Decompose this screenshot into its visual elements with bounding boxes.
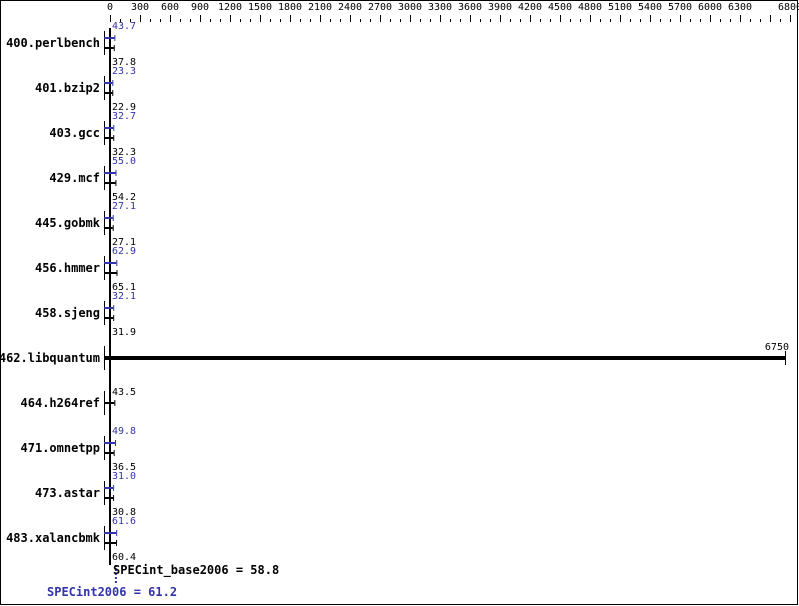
category-label: 445.gobmk [35,216,101,230]
benchmark-row: 458.sjeng 32.1 31.9 [35,291,136,338]
tick-label: 5700 [668,2,692,13]
peak-value-label: 27.1 [112,201,136,212]
benchmark-row: 456.hmmer 62.9 65.1 [35,246,136,293]
peak-value-label: 55.0 [112,156,136,167]
category-label: 429.mcf [49,171,100,185]
category-label: 464.h264ref [21,396,100,410]
tick-label: 1500 [248,2,272,13]
base-value-label: 22.9 [112,102,136,113]
category-label: 462.libquantum [0,351,100,365]
tick-label: 3600 [458,2,482,13]
tick-label: 2100 [308,2,332,13]
base-value-label: 43.5 [112,387,136,398]
category-label: 471.omnetpp [21,441,100,455]
tick-label: 3300 [428,2,452,13]
category-label: 456.hmmer [35,261,100,275]
peak-value-label: 31.0 [112,471,136,482]
tick-label: 1800 [278,2,302,13]
tick-label: 6000 [698,2,722,13]
tick-label: 3900 [488,2,512,13]
peak-value-label: 32.1 [112,291,136,302]
base-value-label: 31.9 [112,327,136,338]
tick-label: 6800 [778,2,799,13]
benchmark-row: 400.perlbench 43.7 37.8 [6,21,136,68]
peak-value-label: 49.8 [112,426,136,437]
category-label: 401.bzip2 [35,81,100,95]
tick-label: 2400 [338,2,362,13]
tick-label: 1200 [218,2,242,13]
category-label: 400.perlbench [6,36,100,50]
peak-value-label: 61.6 [112,516,136,527]
tick-label: 4500 [548,2,572,13]
benchmark-row: 464.h264ref 43.5 [21,387,136,415]
benchmark-row: 462.libquantum 6750 [0,342,789,370]
base-value-label: 36.5 [112,462,136,473]
tick-label: 6300 [728,2,752,13]
tick-label: 2700 [368,2,392,13]
base-value-label: 27.1 [112,237,136,248]
base-value-label: 37.8 [112,57,136,68]
base-value-label: 6750 [765,342,789,353]
tick-label: 5400 [638,2,662,13]
tick-label: 0 [107,2,113,13]
base-value-label: 54.2 [112,192,136,203]
tick-label: 900 [191,2,209,13]
base-value-label: 60.4 [112,552,136,563]
category-label: 483.xalancbmk [6,531,101,545]
category-label: 403.gcc [49,126,100,140]
benchmark-row: 471.omnetpp 49.8 36.5 [21,426,137,473]
base-value-label: 65.1 [112,282,136,293]
peak-value-label: 43.7 [112,21,136,32]
peak-value-label: 32.7 [112,111,136,122]
benchmark-row: 445.gobmk 27.1 27.1 [35,201,136,248]
tick-label: 5100 [608,2,632,13]
benchmark-row: 401.bzip2 23.3 22.9 [35,66,136,113]
tick-label: 4800 [578,2,602,13]
base-value-label: 30.8 [112,507,136,518]
benchmark-row: 429.mcf 55.0 54.2 [49,156,136,203]
base-value-label: 32.3 [112,147,136,158]
benchmark-row: 403.gcc 32.7 32.3 [49,111,136,158]
peak-value-label: 62.9 [112,246,136,257]
tick-label: 4200 [518,2,542,13]
category-label: 458.sjeng [35,306,100,320]
peak-summary-label: SPECint2006 = 61.2 [47,585,177,599]
base-summary-label: SPECint_base2006 = 58.8 [113,563,279,578]
category-label: 473.astar [35,486,100,500]
benchmark-row: 483.xalancbmk 61.6 60.4 [6,516,136,563]
peak-value-label: 23.3 [112,66,136,77]
tick-label: 3000 [398,2,422,13]
tick-label: 600 [161,2,179,13]
benchmark-row: 473.astar 31.0 30.8 [35,471,136,518]
tick-label: 300 [131,2,149,13]
